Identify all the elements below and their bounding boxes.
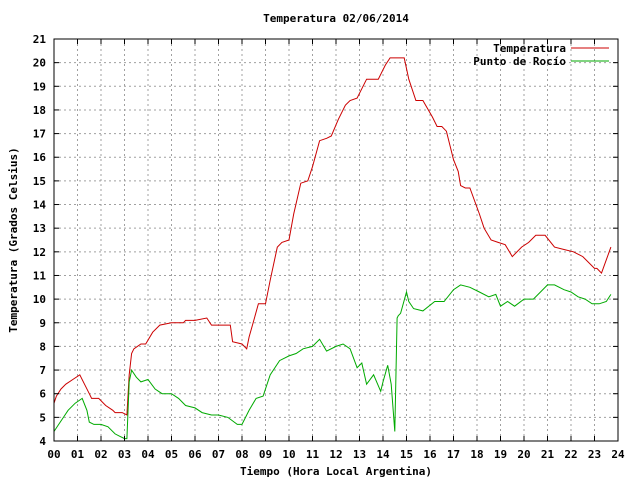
y-tick-label: 15 <box>33 175 46 188</box>
x-tick-label: 05 <box>165 448 178 461</box>
x-tick-label: 20 <box>517 448 530 461</box>
y-tick-label: 13 <box>33 222 46 235</box>
x-tick-label: 12 <box>329 448 342 461</box>
x-tick-label: 21 <box>541 448 555 461</box>
series-line-temperatura <box>53 57 612 416</box>
y-tick-label: 8 <box>39 340 46 353</box>
y-axis-label: Temperatura (Grados Celsius) <box>7 147 20 332</box>
x-tick-label: 04 <box>141 448 155 461</box>
x-tick-label: 07 <box>212 448 225 461</box>
x-tick-label: 16 <box>423 448 437 461</box>
y-tick-label: 19 <box>33 80 46 93</box>
axis-ticks <box>53 38 619 442</box>
y-tick-label: 7 <box>39 364 46 377</box>
grid-lines <box>54 39 618 441</box>
x-tick-label: 17 <box>447 448 460 461</box>
y-tick-label: 5 <box>39 411 46 424</box>
y-tick-label: 4 <box>39 435 46 448</box>
legend-label-temperatura: Temperatura <box>493 42 566 55</box>
y-tick-label: 6 <box>39 388 46 401</box>
x-tick-label: 08 <box>235 448 248 461</box>
x-tick-label: 14 <box>376 448 390 461</box>
y-tick-label: 17 <box>33 128 46 141</box>
x-tick-label: 03 <box>118 448 131 461</box>
y-tick-labels: 4 5 6 7 8 9 10 11 12 13 14 15 16 17 18 19 20 21 <box>33 33 47 448</box>
x-tick-label: 01 <box>71 448 85 461</box>
x-tick-label: 10 <box>282 448 295 461</box>
x-tick-label: 09 <box>259 448 272 461</box>
y-tick-label: 9 <box>39 317 46 330</box>
x-tick-label: 15 <box>400 448 413 461</box>
legend: Temperatura Punto de Rocío <box>473 42 609 68</box>
y-tick-label: 10 <box>33 293 46 306</box>
x-axis-label: Tiempo (Hora Local Argentina) <box>240 465 432 478</box>
x-tick-label: 18 <box>470 448 483 461</box>
x-tick-label: 22 <box>564 448 577 461</box>
x-tick-label: 06 <box>188 448 202 461</box>
y-tick-label: 11 <box>33 269 47 282</box>
y-tick-label: 14 <box>33 199 47 212</box>
x-tick-labels: 00 01 02 03 04 05 06 07 08 09 10 11 12 13 14 15 16 17 18 19… <box>47 448 625 461</box>
series-line-punto-de-rocio <box>53 284 612 440</box>
series-lines <box>53 57 612 440</box>
x-tick-label: 19 <box>494 448 507 461</box>
y-tick-label: 20 <box>33 57 46 70</box>
legend-label-punto-de-rocio: Punto de Rocío <box>473 55 566 68</box>
x-tick-label: 24 <box>611 448 625 461</box>
y-tick-label: 21 <box>33 33 47 46</box>
y-tick-label: 12 <box>33 246 46 259</box>
x-tick-label: 11 <box>306 448 320 461</box>
x-tick-label: 13 <box>353 448 366 461</box>
x-tick-label: 02 <box>94 448 107 461</box>
x-tick-label: 23 <box>588 448 601 461</box>
chart-title: Temperatura 02/06/2014 <box>263 12 409 25</box>
y-tick-label: 18 <box>33 104 46 117</box>
x-tick-label: 00 <box>47 448 60 461</box>
y-tick-label: 16 <box>33 151 47 164</box>
